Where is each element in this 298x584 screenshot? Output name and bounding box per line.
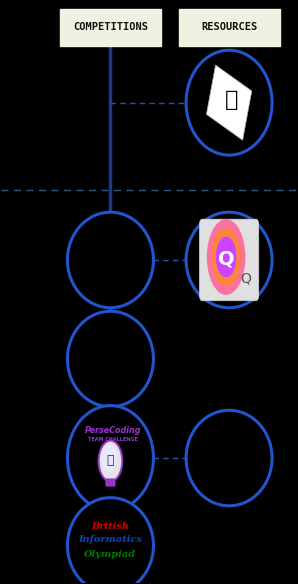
Ellipse shape — [67, 406, 153, 510]
Ellipse shape — [67, 311, 153, 407]
Ellipse shape — [99, 440, 122, 481]
Text: 🌐: 🌐 — [107, 454, 114, 467]
Ellipse shape — [67, 498, 153, 584]
Text: 🦫: 🦫 — [99, 348, 116, 376]
Ellipse shape — [207, 219, 245, 295]
FancyBboxPatch shape — [179, 9, 280, 46]
Ellipse shape — [186, 411, 272, 506]
Ellipse shape — [186, 50, 272, 155]
Text: COMPETITIONS: COMPETITIONS — [73, 23, 148, 33]
Text: 💽: 💽 — [222, 446, 237, 470]
Text: Informatics: Informatics — [78, 535, 142, 544]
Text: 🦫: 🦫 — [99, 249, 116, 277]
Text: British: British — [91, 522, 129, 531]
FancyBboxPatch shape — [199, 219, 259, 301]
Text: Olympiad: Olympiad — [84, 550, 136, 559]
Ellipse shape — [101, 444, 117, 472]
FancyBboxPatch shape — [105, 478, 116, 486]
Ellipse shape — [216, 237, 237, 277]
Text: TEAM CHALLENGE: TEAM CHALLENGE — [89, 437, 138, 443]
Ellipse shape — [67, 212, 153, 308]
Text: Q: Q — [240, 272, 251, 286]
Text: 🐢: 🐢 — [225, 90, 239, 110]
Text: RESOURCES: RESOURCES — [201, 23, 257, 33]
Polygon shape — [207, 65, 252, 140]
Ellipse shape — [186, 212, 272, 308]
Ellipse shape — [211, 228, 241, 286]
Text: Q: Q — [218, 249, 235, 268]
FancyBboxPatch shape — [60, 9, 161, 46]
Text: PerseCoding: PerseCoding — [85, 426, 142, 434]
